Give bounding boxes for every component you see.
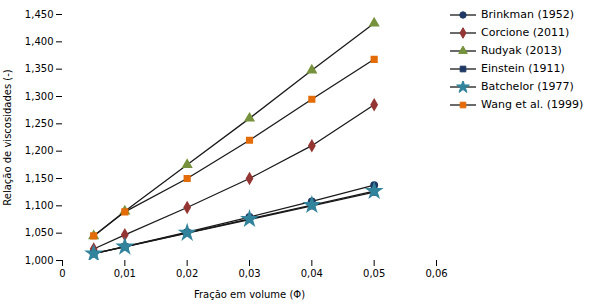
svg-text:0,05: 0,05 (363, 268, 385, 279)
svg-text:1,250: 1,250 (25, 118, 54, 129)
svg-text:0,02: 0,02 (176, 268, 198, 279)
svg-text:Fração em volume (Φ): Fração em volume (Φ) (194, 289, 305, 300)
html-text:Batchelor (1977): Batchelor (1977) (481, 80, 574, 93)
html-text:Rudyak (2013): Rudyak (2013) (481, 44, 562, 57)
html-text:Corcione (2011): Corcione (2011) (481, 26, 570, 39)
svg-text:1,300: 1,300 (25, 91, 54, 102)
svg-text:0,06: 0,06 (425, 268, 447, 279)
svg-text:0,01: 0,01 (114, 268, 136, 279)
svg-text:0,04: 0,04 (301, 268, 323, 279)
svg-text:1,450: 1,450 (25, 9, 54, 20)
svg-text:Relação de viscosidades (-): Relação de viscosidades (-) (2, 69, 13, 206)
svg-text:0,03: 0,03 (238, 268, 260, 279)
html-text:Wang et al. (1999): Wang et al. (1999) (481, 98, 584, 111)
svg-text:1,050: 1,050 (25, 227, 54, 238)
svg-text:1,200: 1,200 (25, 145, 54, 156)
svg-text:0: 0 (59, 268, 65, 279)
svg-text:1,400: 1,400 (25, 36, 54, 47)
html-text:Einstein (1911): Einstein (1911) (481, 62, 565, 75)
svg-text:1,350: 1,350 (25, 63, 54, 74)
svg-text:1,100: 1,100 (25, 200, 54, 211)
svg-text:1,150: 1,150 (25, 173, 54, 184)
svg-text:1,000: 1,000 (25, 255, 54, 266)
html-text:Brinkman (1952): Brinkman (1952) (481, 8, 574, 21)
